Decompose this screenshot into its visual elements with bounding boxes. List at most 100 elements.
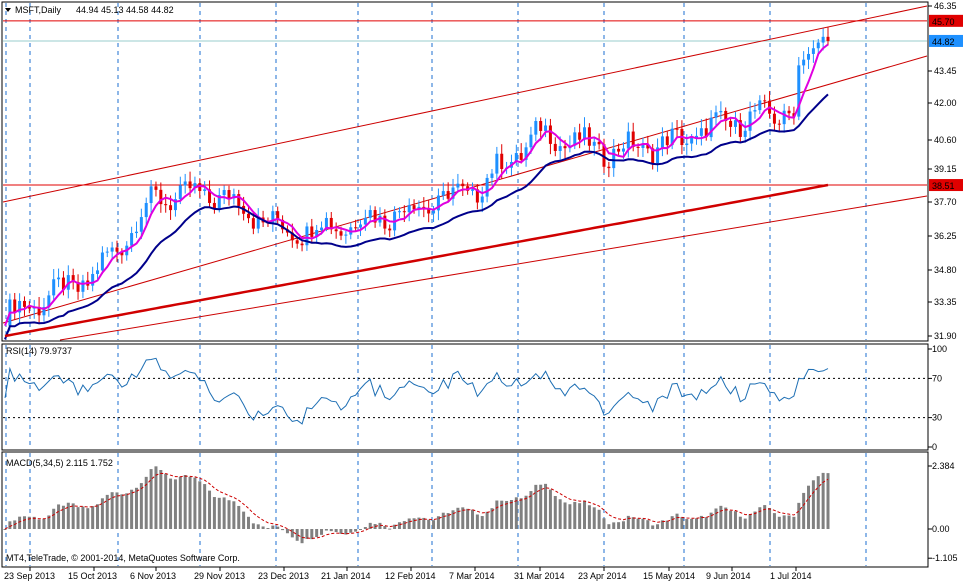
price-label-bg bbox=[929, 14, 963, 27]
macd-bar bbox=[451, 510, 455, 529]
candle-body bbox=[724, 110, 728, 121]
candle-body bbox=[339, 231, 343, 236]
candle-body bbox=[13, 299, 17, 313]
x-tick-label: 7 Mar 2014 bbox=[449, 571, 495, 581]
x-tick-label: 21 Jan 2014 bbox=[321, 571, 371, 581]
candle-body bbox=[534, 121, 538, 135]
channel-upper bbox=[2, 5, 928, 203]
candle-body bbox=[656, 147, 660, 164]
rsi-y-axis: 100 70 30 0 bbox=[928, 344, 947, 452]
macd-bar bbox=[110, 492, 114, 529]
candle-body bbox=[602, 144, 606, 167]
macd-bar bbox=[495, 500, 499, 529]
candle-body bbox=[271, 211, 275, 223]
candle-body bbox=[320, 227, 324, 231]
macd-bar bbox=[125, 493, 129, 529]
macd-bar bbox=[295, 529, 299, 541]
macd-bar bbox=[563, 502, 567, 529]
macd-bar bbox=[57, 504, 61, 529]
macd-bar bbox=[787, 515, 791, 529]
macd-y-axis: 2.384 0.00 -1.105 bbox=[928, 461, 958, 563]
candle-body bbox=[37, 307, 41, 316]
macd-bar bbox=[660, 520, 664, 529]
macd-bar bbox=[646, 520, 650, 529]
macd-bar bbox=[797, 502, 801, 529]
macd-bar bbox=[456, 507, 460, 529]
macd-bar bbox=[324, 529, 328, 531]
rsi-panel[interactable] bbox=[1, 343, 929, 451]
macd-bar bbox=[310, 529, 314, 540]
macd-bar bbox=[300, 529, 304, 544]
macd-bar bbox=[612, 522, 616, 529]
candle-body bbox=[636, 146, 640, 148]
macd-bar bbox=[154, 466, 158, 529]
macd-bar bbox=[475, 514, 479, 529]
macd-bar bbox=[519, 498, 523, 529]
x-tick-label: 23 Sep 2013 bbox=[4, 571, 55, 581]
candle-body bbox=[388, 228, 392, 231]
macd-bar bbox=[548, 489, 552, 529]
macd-bar bbox=[422, 517, 426, 529]
candle-body bbox=[797, 65, 801, 117]
macd-bar bbox=[656, 524, 660, 529]
macd-bar bbox=[329, 529, 333, 532]
macd-bar bbox=[699, 515, 703, 529]
rsi-tick-label: 0 bbox=[932, 442, 937, 452]
candle-body bbox=[729, 120, 733, 127]
macd-bar bbox=[96, 504, 100, 529]
candle-body bbox=[451, 187, 455, 199]
channel-lower bbox=[59, 195, 928, 341]
macd-bar bbox=[772, 513, 776, 529]
macd-bar bbox=[500, 500, 504, 529]
candle-body bbox=[193, 183, 197, 189]
macd-bar bbox=[8, 521, 12, 529]
candle-body bbox=[485, 177, 489, 197]
macd-bar bbox=[578, 503, 582, 529]
dropdown-triangle-icon[interactable] bbox=[5, 8, 11, 12]
candle-body bbox=[792, 113, 796, 117]
macd-bar bbox=[490, 508, 494, 529]
x-tick-label: 15 Oct 2013 bbox=[68, 571, 117, 581]
macd-bar bbox=[782, 515, 786, 529]
y-tick-label: 40.60 bbox=[934, 135, 957, 145]
macd-bar bbox=[232, 501, 236, 529]
macd-bar bbox=[719, 505, 723, 529]
macd-bar bbox=[52, 508, 56, 529]
candle-body bbox=[553, 143, 557, 151]
macd-bar bbox=[743, 518, 747, 529]
candle-body bbox=[446, 191, 450, 199]
candle-body bbox=[222, 190, 226, 196]
candle-body bbox=[675, 128, 679, 130]
macd-bar bbox=[261, 526, 265, 529]
macd-bar bbox=[271, 525, 275, 529]
y-tick-label: 34.80 bbox=[934, 265, 957, 275]
macd-bar bbox=[792, 516, 796, 529]
candle-body bbox=[412, 205, 416, 210]
macd-bar bbox=[558, 499, 562, 529]
candle-body bbox=[777, 123, 781, 125]
candle-body bbox=[61, 277, 65, 290]
y-tick-label: 43.45 bbox=[934, 66, 957, 76]
macd-bar bbox=[821, 472, 825, 529]
macd-bar bbox=[383, 526, 387, 529]
candle-body bbox=[475, 189, 479, 203]
macd-bar bbox=[388, 528, 392, 530]
candle-body bbox=[27, 306, 31, 309]
macd-bar bbox=[690, 518, 694, 529]
macd-bar bbox=[704, 517, 708, 529]
candle-body bbox=[690, 138, 694, 144]
candle-body bbox=[519, 153, 523, 160]
macd-signal-line bbox=[4, 472, 829, 539]
y-tick-label: 37.70 bbox=[934, 197, 957, 207]
candle-body bbox=[529, 134, 533, 148]
macd-bar bbox=[768, 507, 772, 529]
main-panel[interactable] bbox=[1, 1, 929, 342]
macd-bar bbox=[193, 477, 197, 529]
candle-body bbox=[324, 217, 328, 228]
macd-bar bbox=[436, 516, 440, 529]
macd-bar bbox=[3, 529, 7, 530]
macd-bar bbox=[534, 484, 538, 529]
candle-body bbox=[227, 190, 231, 199]
macd-bar bbox=[626, 515, 630, 529]
